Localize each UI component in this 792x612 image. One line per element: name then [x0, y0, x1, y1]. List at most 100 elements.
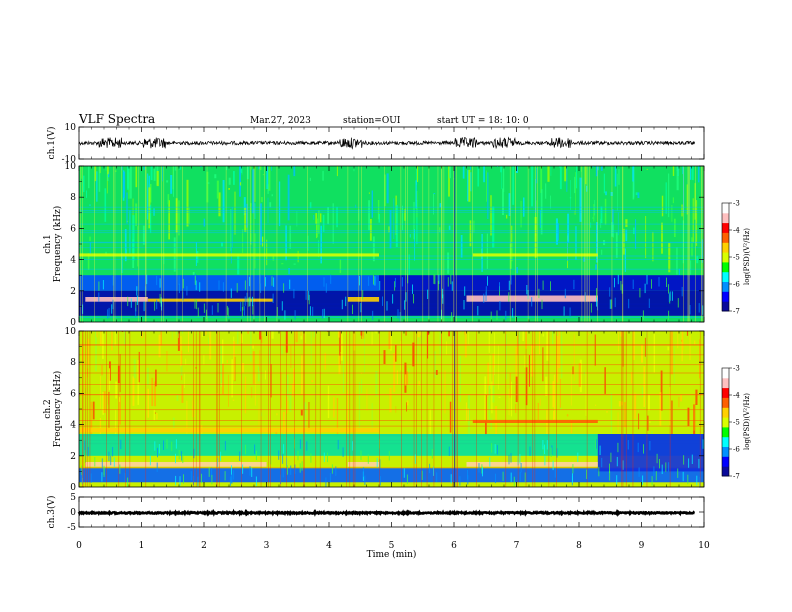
spectral-streak	[123, 171, 126, 198]
sferic-line	[225, 166, 227, 322]
spectral-streak	[101, 364, 103, 376]
spectral-streak	[271, 166, 272, 171]
spectral-streak	[182, 453, 184, 464]
sferic-line	[361, 166, 362, 322]
spectral-streak	[121, 331, 124, 332]
spectral-streak	[639, 288, 641, 298]
y-tick-label: 0	[70, 483, 76, 493]
spectral-streak	[550, 166, 552, 176]
sferic-line	[270, 331, 271, 487]
spectral-streak	[230, 209, 232, 252]
spectral-streak	[183, 474, 184, 484]
spectral-streak	[661, 464, 663, 474]
sferic-line	[611, 166, 613, 322]
spectral-streak	[144, 286, 146, 296]
spectral-streak	[467, 394, 470, 438]
spectral-streak	[668, 462, 670, 472]
sferic-line	[443, 166, 445, 322]
spectral-streak	[343, 356, 344, 393]
spectral-streak	[218, 192, 221, 217]
spectral-streak	[360, 450, 362, 460]
spectral-streak	[108, 307, 110, 318]
spectral-streak	[400, 415, 402, 423]
spectral-streak	[158, 334, 161, 358]
spectral-streak	[89, 236, 91, 241]
spectral-streak	[596, 288, 597, 298]
spectral-streak	[513, 476, 515, 487]
spectral-streak	[467, 470, 468, 480]
spectral-streak	[600, 206, 603, 224]
spectral-streak	[206, 171, 209, 203]
spectral-streak	[405, 331, 407, 336]
spectral-streak	[628, 298, 630, 309]
colorbar-segment	[722, 252, 729, 263]
spectral-streak	[671, 400, 673, 440]
spectral-streak	[226, 305, 228, 316]
spectral-streak	[694, 340, 696, 345]
tone-line	[79, 420, 704, 421]
y-tick-label: 6	[70, 389, 76, 399]
spectral-streak	[299, 463, 301, 473]
spectral-streak	[289, 392, 292, 412]
spectral-streak	[672, 197, 674, 204]
spectral-band	[472, 419, 598, 423]
spectral-streak	[618, 169, 620, 185]
colorbar-segment	[722, 377, 729, 389]
spectral-streak	[533, 331, 535, 349]
spectral-streak	[690, 166, 692, 180]
spectral-streak	[323, 308, 325, 319]
spectral-streak	[301, 355, 303, 395]
spectral-streak	[166, 439, 168, 449]
spectral-streak	[399, 312, 401, 322]
sferic-line	[441, 166, 442, 322]
spectral-streak	[171, 441, 173, 452]
sferic-line	[118, 331, 120, 487]
spectral-streak	[508, 280, 510, 291]
spectral-streak	[690, 260, 692, 275]
spectral-streak	[651, 431, 653, 436]
spectral-streak	[188, 207, 190, 225]
spectral-streak	[557, 223, 559, 241]
spectral-streak	[218, 280, 220, 290]
spectral-streak	[280, 474, 282, 484]
spectral-streak	[107, 309, 109, 319]
x-tick-label: 10	[698, 541, 710, 551]
spectral-streak	[627, 440, 629, 450]
sferic-line	[94, 166, 95, 322]
panel-ch1-spectrogram: -3 -4 -5 -6 -7 log(PSD)(V²/Hz)	[79, 166, 751, 322]
spectral-streak	[645, 216, 647, 259]
spectral-streak	[484, 376, 487, 421]
spectral-streak	[517, 331, 520, 344]
spectral-streak	[371, 331, 373, 345]
spectral-streak	[611, 222, 614, 237]
sferic-line	[259, 166, 261, 322]
spectral-streak	[310, 453, 312, 463]
spectral-streak	[262, 174, 265, 176]
spectral-streak	[121, 166, 123, 171]
spectral-streak	[111, 304, 113, 314]
spectral-streak	[136, 286, 138, 296]
spectral-streak	[624, 402, 626, 428]
spectral-streak	[320, 213, 322, 223]
spectral-streak	[147, 388, 149, 418]
spectral-streak	[492, 353, 495, 386]
spectral-streak	[413, 201, 415, 240]
spectral-streak	[336, 398, 339, 435]
spectral-streak	[250, 331, 252, 362]
spectral-streak	[427, 331, 430, 335]
spectral-streak	[595, 404, 597, 406]
spectral-streak	[379, 476, 381, 486]
spectral-streak	[313, 331, 316, 338]
spectral-streak	[259, 331, 262, 340]
sferic-line	[384, 166, 385, 322]
spectral-streak	[436, 472, 438, 482]
spectral-streak	[366, 388, 368, 411]
spectral-streak	[286, 375, 289, 401]
spectral-streak	[448, 331, 450, 337]
spectral-streak	[306, 441, 308, 451]
spectral-streak	[329, 473, 331, 483]
sferic-line	[556, 331, 557, 487]
spectral-streak	[594, 334, 596, 366]
spectral-streak	[569, 307, 571, 317]
spectral-streak	[404, 300, 406, 310]
